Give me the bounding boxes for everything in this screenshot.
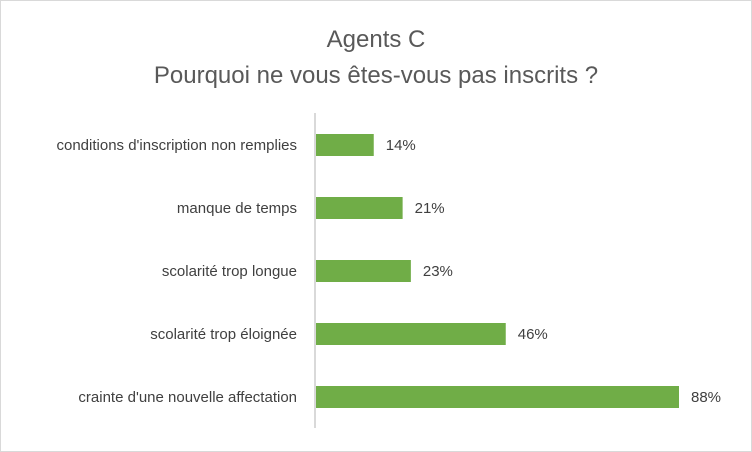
bar <box>316 323 506 345</box>
bar <box>316 386 679 408</box>
chart-subtitle: Pourquoi ne vous êtes-vous pas inscrits … <box>153 62 599 89</box>
category-label: scolarité trop longue <box>162 263 297 280</box>
bar <box>316 134 374 156</box>
data-label: 14% <box>386 137 416 154</box>
data-label: 88% <box>691 389 721 406</box>
data-label: 23% <box>423 263 453 280</box>
bar <box>316 260 411 282</box>
category-label: scolarité trop éloignée <box>150 326 297 343</box>
data-label: 46% <box>518 326 548 343</box>
data-label: 21% <box>415 200 445 217</box>
category-label: crainte d'une nouvelle affectation <box>78 389 297 406</box>
category-label: conditions d'inscription non remplies <box>57 137 298 154</box>
chart-title: Agents C <box>326 26 426 53</box>
bar <box>316 197 403 219</box>
category-label: manque de temps <box>177 200 297 217</box>
